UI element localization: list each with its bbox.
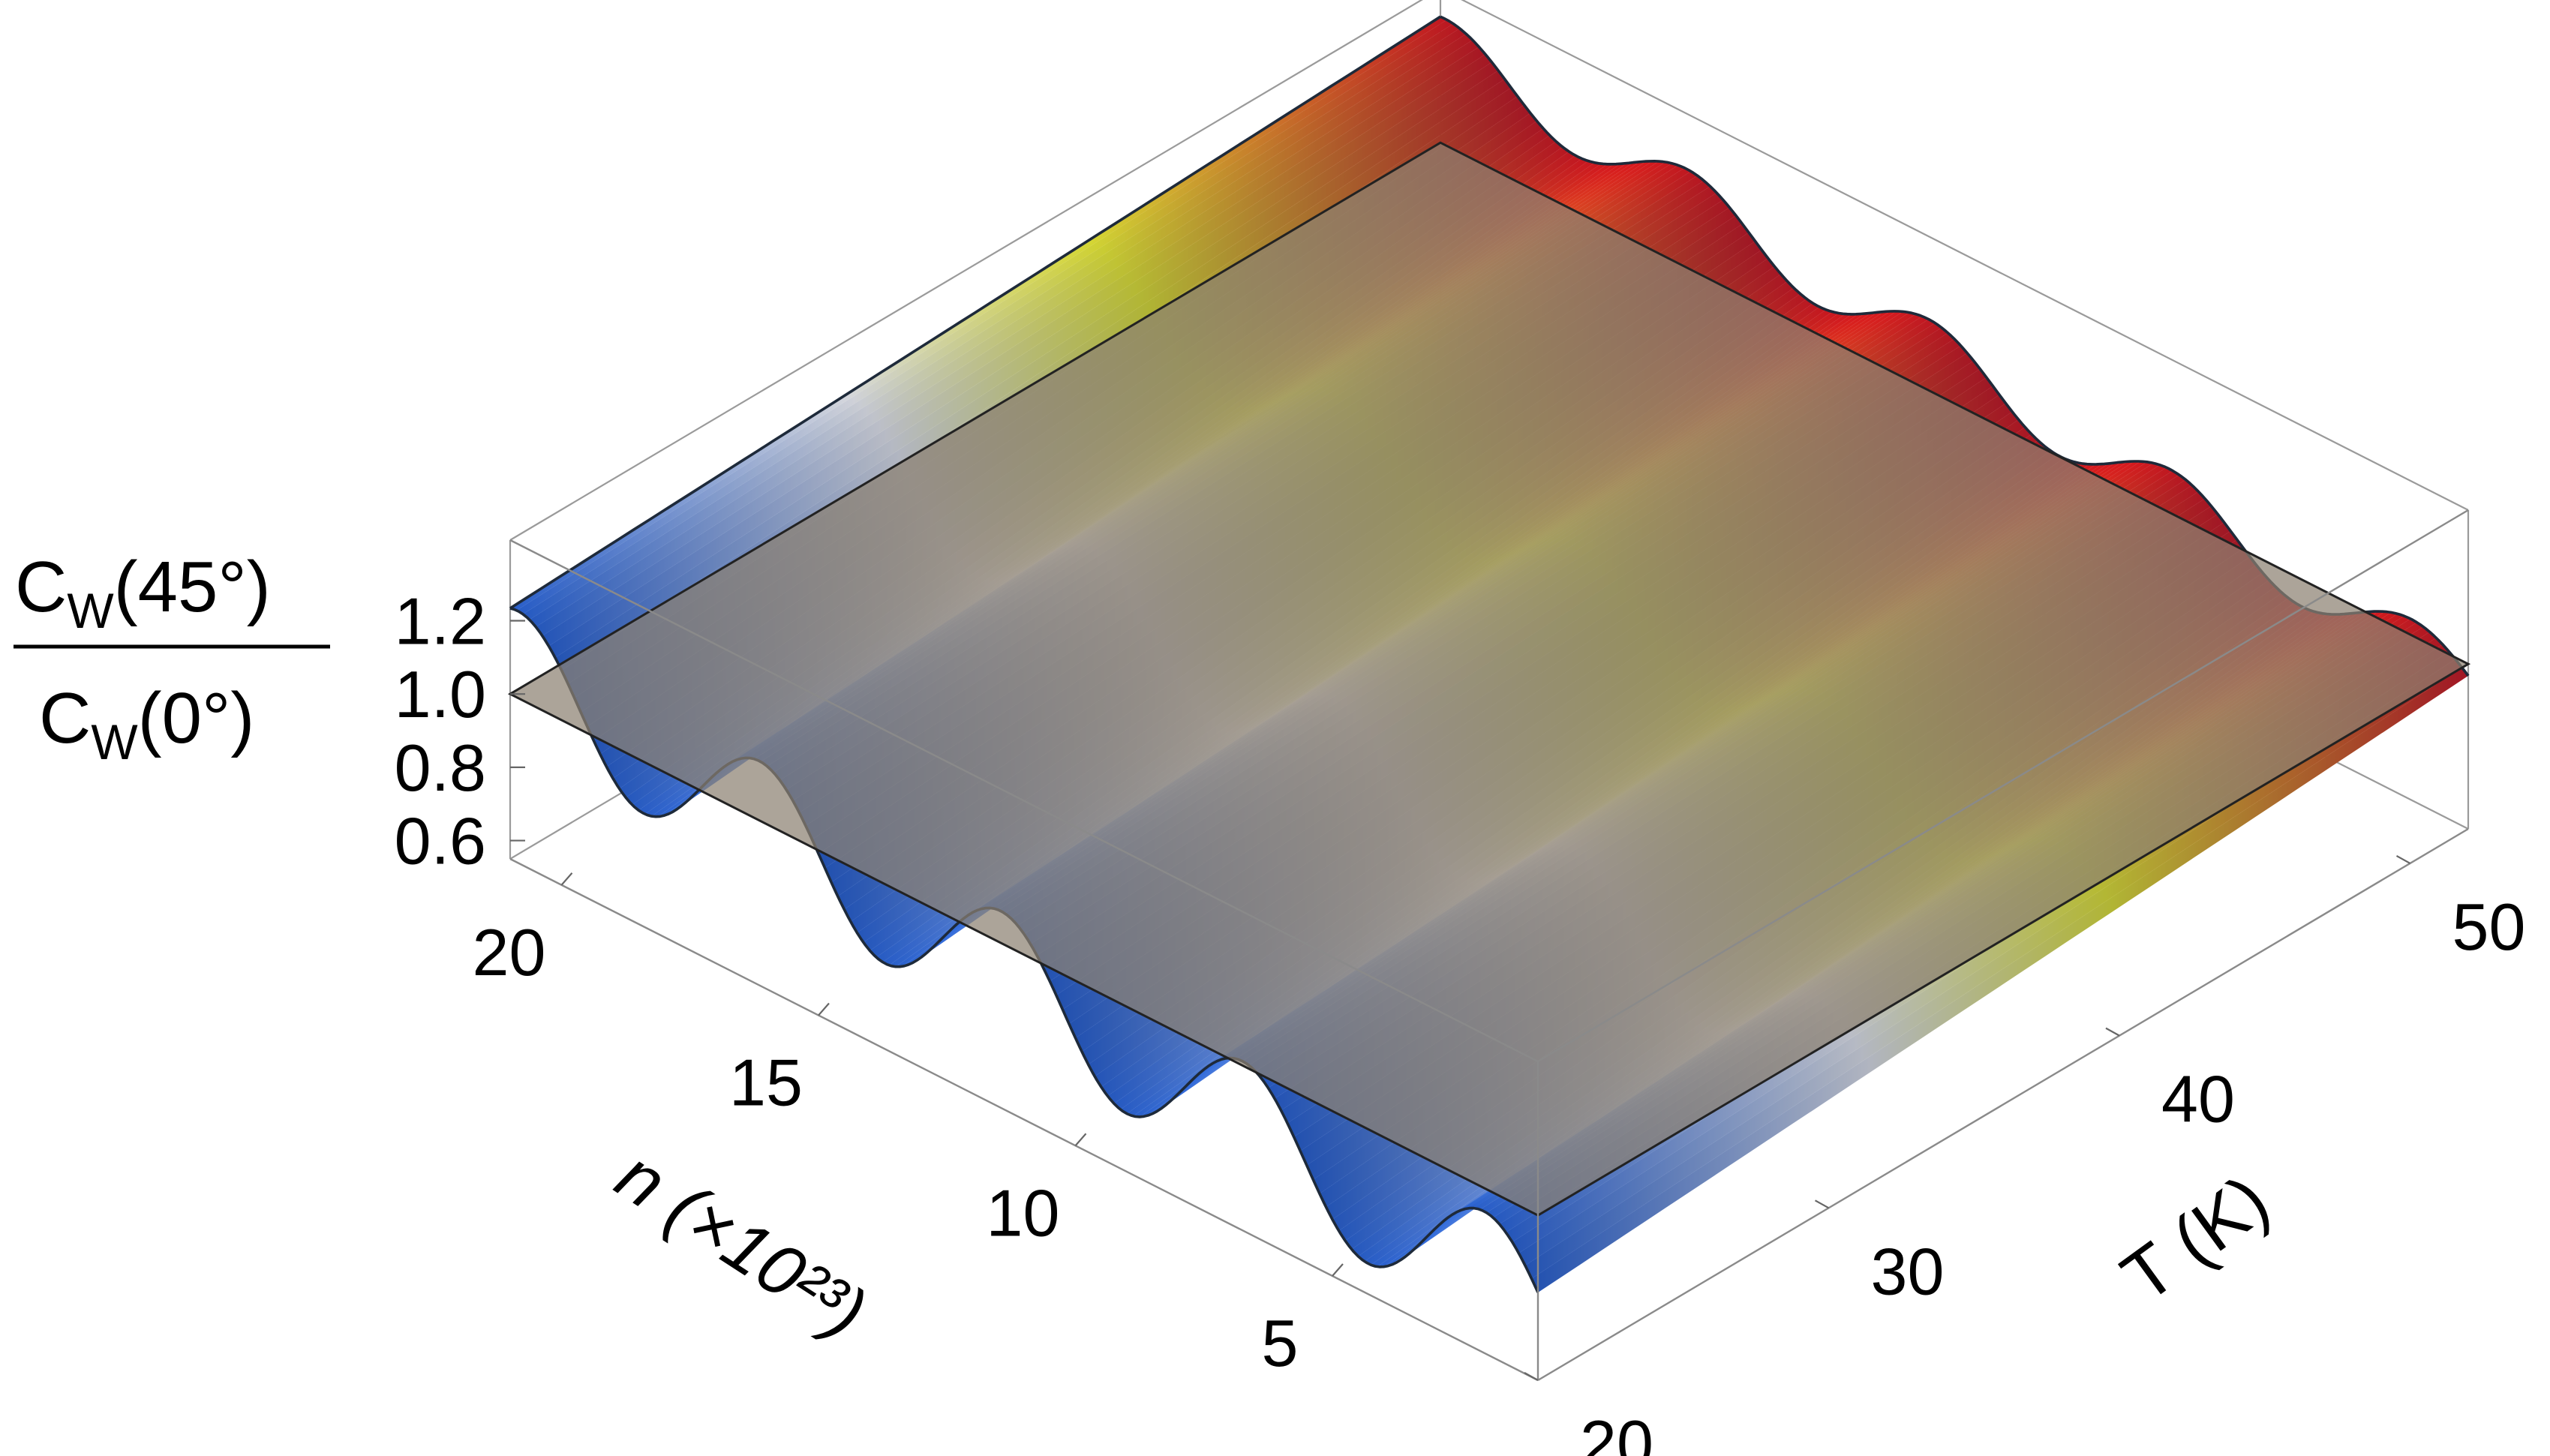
n-tick-mark bbox=[1332, 1263, 1344, 1277]
surface-shading bbox=[542, 40, 1479, 647]
box-edge-front-3 bbox=[509, 539, 1539, 1063]
bounding-box-front bbox=[509, 509, 2469, 1382]
box-edge-front-0 bbox=[509, 857, 1539, 1382]
surface-strip bbox=[516, 20, 1454, 614]
surface-shading bbox=[536, 34, 1473, 636]
surface-strip bbox=[529, 28, 1467, 627]
surface-shading bbox=[1531, 667, 2468, 1292]
box-edge-back-5 bbox=[1461, 0, 2469, 511]
surface-strip bbox=[1524, 659, 2462, 1279]
n-axis-label: n (×10²³) bbox=[603, 1135, 880, 1354]
z-tick-label: 0.6 bbox=[395, 804, 486, 878]
t-tick-label: 20 bbox=[1580, 1406, 1653, 1456]
n-tick-label: 15 bbox=[729, 1046, 803, 1120]
surface-back-edge bbox=[509, 15, 1441, 610]
z-axis-ticks: 0.60.81.01.2 bbox=[395, 584, 525, 878]
surface-shading bbox=[510, 17, 1447, 611]
n-tick-label: 10 bbox=[987, 1175, 1060, 1250]
n-tick-mark bbox=[560, 872, 573, 886]
surface-shading bbox=[548, 47, 1485, 658]
surface-strip bbox=[548, 47, 1485, 658]
t-axis-label: T (K) bbox=[2107, 1160, 2283, 1318]
surface-strip bbox=[510, 17, 1447, 611]
z-label-numerator: CW(45°) bbox=[15, 547, 271, 638]
box-edge-front-1 bbox=[1537, 827, 2469, 1382]
box-edge-back-4 bbox=[509, 0, 1423, 541]
surface-shading bbox=[516, 20, 1454, 614]
t-tick-label: 50 bbox=[2452, 890, 2526, 964]
t-tick-label: 40 bbox=[2161, 1062, 2235, 1136]
surface-shading bbox=[523, 23, 1460, 620]
n-tick-mark bbox=[1074, 1133, 1087, 1146]
t-tick-mark bbox=[1814, 1199, 1830, 1209]
n-tick-label: 5 bbox=[1262, 1306, 1299, 1380]
surface-strip bbox=[536, 34, 1473, 636]
reference-plane-layer bbox=[507, 141, 2471, 1217]
surface-strip bbox=[542, 40, 1479, 647]
surface-shading bbox=[529, 28, 1467, 627]
t-tick-mark bbox=[2105, 1027, 2120, 1037]
t-tick-label: 30 bbox=[1871, 1234, 1945, 1308]
t-axis-ticks: 20 30 40 50 bbox=[1524, 854, 2526, 1456]
z-tick-label: 1.2 bbox=[395, 584, 486, 658]
n-axis-ticks: 5 10 15 20 bbox=[473, 872, 1344, 1380]
box-edge-front-4 bbox=[1537, 509, 2469, 1063]
t-tick-mark bbox=[2395, 854, 2411, 864]
surface-strip bbox=[523, 23, 1460, 620]
surface-strip bbox=[554, 54, 1492, 671]
reference-plane bbox=[507, 141, 2471, 1217]
z-label-denominator: CW(0°) bbox=[39, 678, 254, 770]
surface-shading bbox=[1524, 659, 2462, 1279]
z-axis-label: CW(45°) CW(0°) bbox=[14, 547, 330, 770]
t-tick-mark bbox=[1524, 1372, 1539, 1381]
n-tick-mark bbox=[818, 1002, 830, 1016]
n-tick-label: 20 bbox=[473, 915, 546, 989]
z-tick-label: 1.0 bbox=[395, 657, 486, 731]
z-tick-label: 0.8 bbox=[395, 731, 486, 805]
surface-strip bbox=[1531, 667, 2468, 1292]
surface-shading bbox=[554, 54, 1492, 671]
